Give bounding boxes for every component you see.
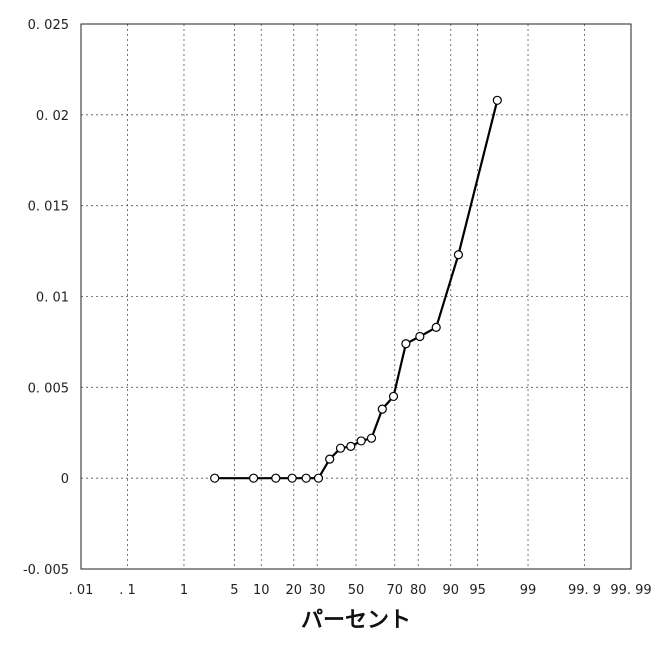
data-point xyxy=(401,339,411,349)
x-tick-label: 10 xyxy=(253,583,270,598)
x-tick-label: . 01 xyxy=(69,583,94,598)
x-tick-label: 95 xyxy=(469,583,486,598)
x-tick-label: . 1 xyxy=(119,583,136,598)
x-axis-title: パーセント xyxy=(301,608,411,633)
data-point xyxy=(388,391,399,402)
data-point xyxy=(431,322,441,332)
x-tick-label: 30 xyxy=(309,583,326,598)
y-tick-label: 0 xyxy=(61,472,69,487)
data-point xyxy=(492,95,502,105)
x-tick-label: 99. 99 xyxy=(610,583,651,598)
y-tick-label: 0. 02 xyxy=(36,109,69,124)
x-tick-labels: . 01 . 1 1 5 10 20 30 50 70 80 90 95 99 99. 9 99. 99 xyxy=(69,583,652,598)
grid xyxy=(81,24,631,569)
data-point xyxy=(453,250,464,260)
x-tick-label: 50 xyxy=(348,583,365,598)
data-point xyxy=(356,436,366,446)
x-tick-label: 99 xyxy=(520,583,537,598)
x-tick-label: 20 xyxy=(285,583,302,598)
data-point xyxy=(313,473,324,483)
data-point xyxy=(210,473,220,483)
y-tick-label: 0. 01 xyxy=(36,291,69,306)
y-tick-label: 0. 025 xyxy=(28,18,69,33)
data-point xyxy=(377,404,387,414)
data-point xyxy=(301,473,311,483)
x-tick-label: 99. 9 xyxy=(568,583,601,598)
data-point xyxy=(271,473,281,483)
data-point xyxy=(366,433,377,443)
y-tick-labels: 0. 025 0. 02 0. 015 0. 01 0. 005 0 -0. 005 xyxy=(23,18,69,578)
x-tick-label: 70 xyxy=(387,583,404,598)
data-point xyxy=(325,454,335,464)
data-point xyxy=(346,441,356,451)
x-tick-label: 1 xyxy=(180,583,188,598)
y-tick-label: 0. 005 xyxy=(28,381,69,396)
data-point xyxy=(248,473,259,483)
y-tick-label: 0. 015 xyxy=(28,200,69,215)
plot-frame xyxy=(80,23,632,570)
data-point xyxy=(335,443,346,453)
x-tick-label: 5 xyxy=(230,583,238,598)
data-markers xyxy=(210,95,502,483)
data-point xyxy=(287,473,297,483)
x-tick-label: 80 xyxy=(410,583,427,598)
y-tick-label: -0. 005 xyxy=(23,563,69,578)
data-point xyxy=(415,331,425,342)
x-tick-label: 90 xyxy=(442,583,459,598)
